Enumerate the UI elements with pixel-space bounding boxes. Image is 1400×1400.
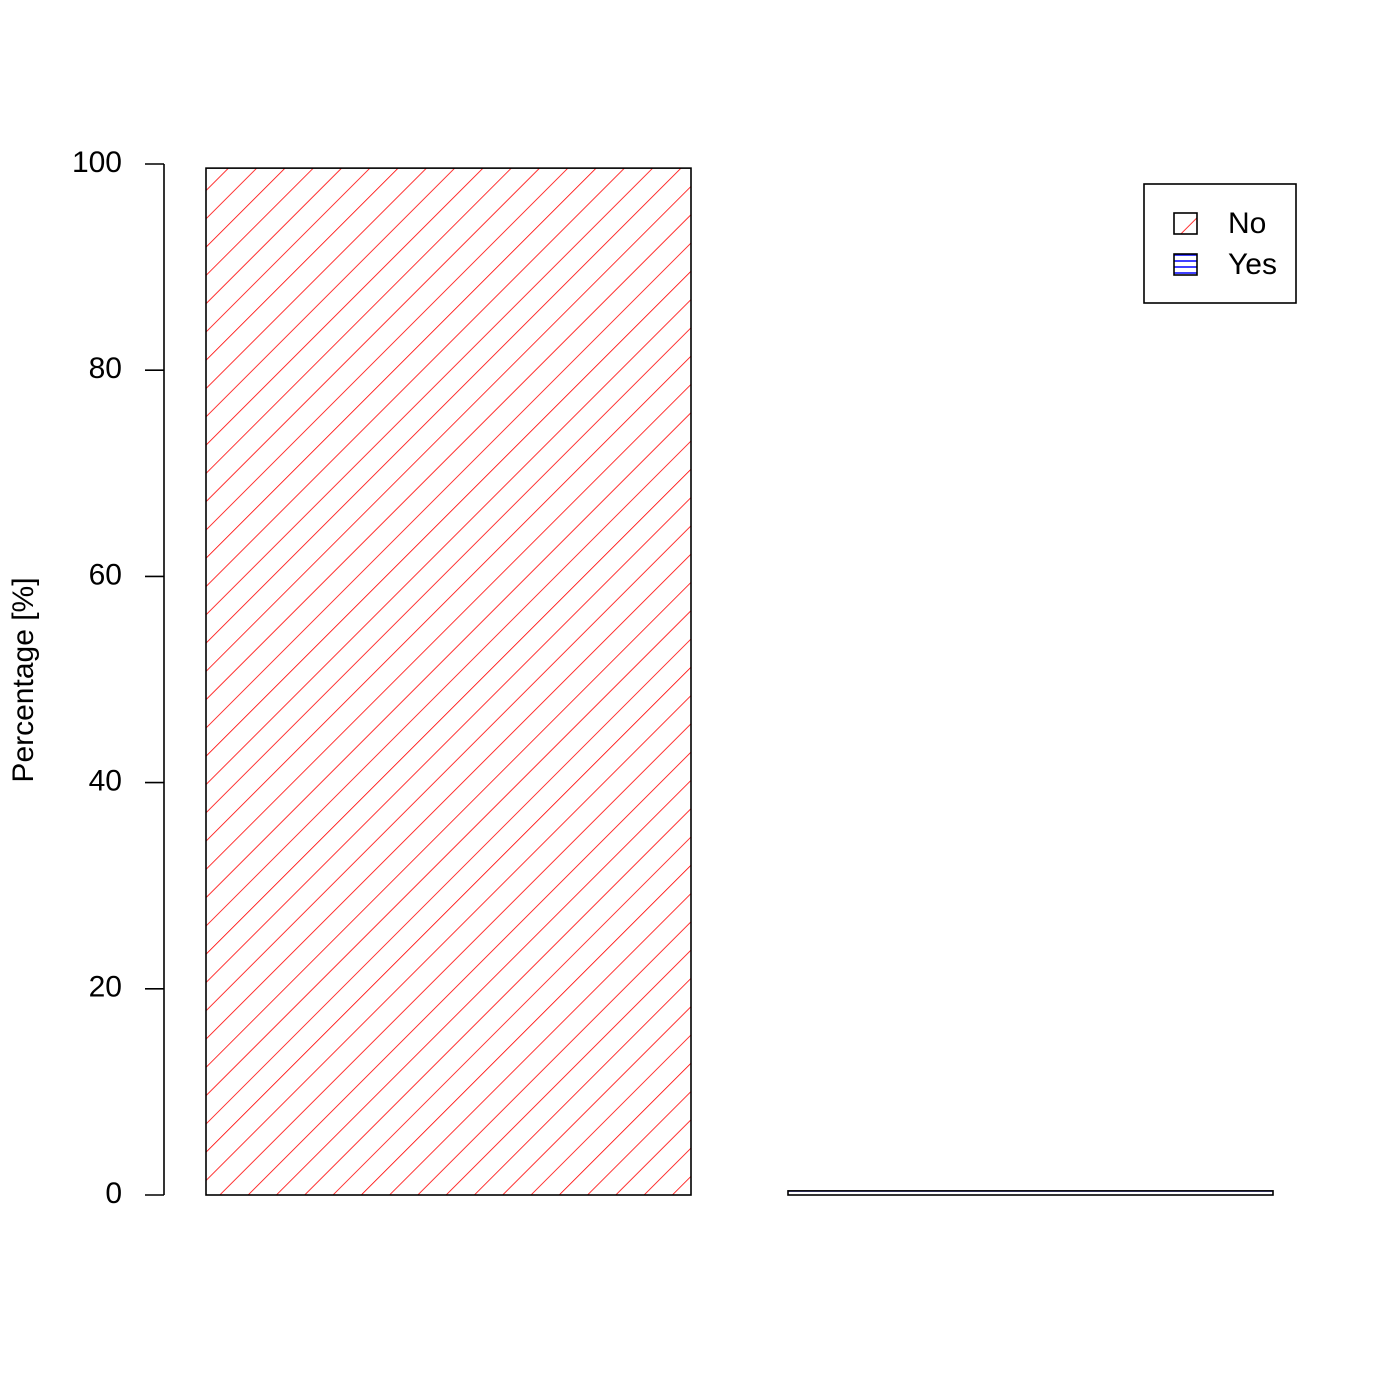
bar: [787, 1190, 1274, 1196]
legend-swatch: [1173, 253, 1198, 276]
y-tick-label: 80: [89, 352, 122, 385]
y-tick-label: 20: [89, 971, 122, 1004]
legend-label: No: [1228, 207, 1266, 240]
y-axis-label: Percentage [%]: [7, 577, 40, 782]
legend-swatch: [1173, 212, 1198, 235]
y-tick-label: 40: [89, 765, 122, 798]
y-tick-label: 60: [89, 558, 122, 591]
legend-label: Yes: [1228, 248, 1277, 281]
y-tick-label: 100: [72, 146, 122, 179]
bar: [205, 167, 692, 1196]
legend-box: [1143, 183, 1297, 304]
y-tick-label: 0: [105, 1177, 122, 1210]
